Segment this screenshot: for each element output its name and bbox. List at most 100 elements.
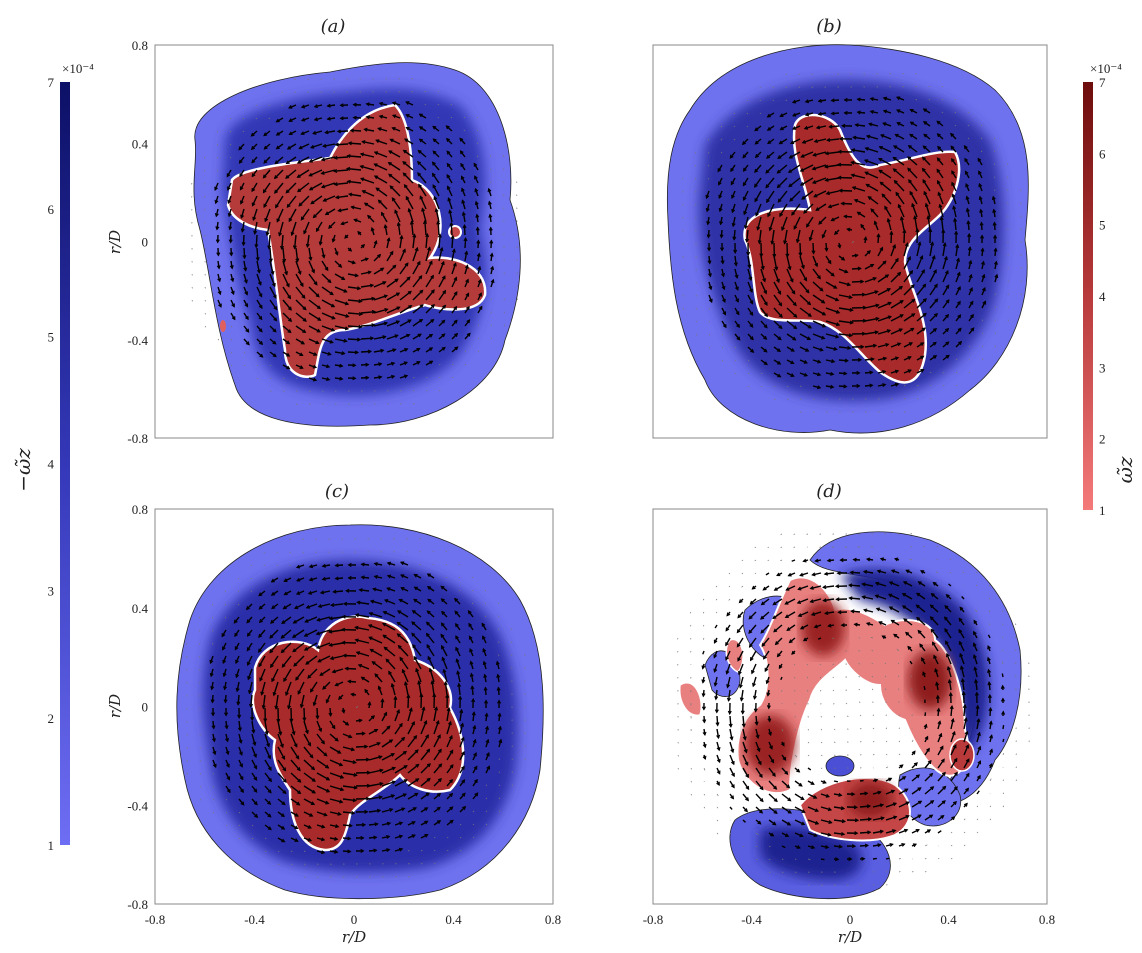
velocity-arrow [789, 151, 801, 159]
velocity-arrow [903, 256, 911, 270]
velocity-arrowhead [822, 585, 827, 590]
velocity-arrow [277, 772, 287, 783]
velocity-arrow [368, 755, 382, 761]
velocity-arrowhead [356, 337, 362, 342]
velocity-arrow [988, 623, 991, 626]
velocity-arrow [484, 687, 487, 696]
velocity-arrowhead [837, 610, 842, 615]
velocity-arrowhead [926, 829, 932, 833]
velocity-arrow [282, 286, 291, 299]
velocity-arrow [438, 363, 441, 366]
velocity-arrow [755, 858, 758, 861]
velocity-arrow [371, 227, 375, 236]
velocity-arrowhead [381, 622, 387, 627]
velocity-arrow [433, 806, 441, 813]
velocity-arrow [419, 564, 422, 566]
velocity-arrow [951, 194, 957, 205]
velocity-arrow [831, 216, 840, 222]
velocity-arrowhead [788, 183, 793, 188]
velocity-arrow [814, 138, 827, 143]
velocity-arrowhead [478, 305, 483, 310]
velocity-arrow [319, 668, 331, 676]
velocity-arrow [838, 385, 847, 388]
velocity-arrow [216, 156, 219, 159]
velocity-arrow [271, 590, 279, 596]
velocity-arrow [755, 715, 758, 725]
velocity-arrow [274, 169, 284, 179]
velocity-arrow [747, 320, 754, 328]
velocity-arrow [464, 363, 467, 366]
velocity-arrowhead [972, 642, 977, 647]
velocity-arrowhead [816, 372, 822, 377]
velocity-arrow [725, 637, 731, 646]
velocity-arrowhead [238, 159, 243, 164]
velocity-arrow [472, 739, 477, 748]
velocity-arrowhead [839, 558, 844, 563]
velocity-arrow [251, 746, 257, 758]
velocity-arrow [290, 850, 293, 852]
velocity-arrow [740, 689, 744, 701]
velocity-arrowhead [426, 573, 431, 578]
velocity-arrow [730, 164, 736, 172]
velocity-arrow [282, 273, 290, 287]
velocity-arrowhead [912, 843, 918, 848]
velocity-arrowhead [428, 333, 434, 338]
velocity-arrowhead [765, 169, 770, 174]
velocity-arrow [937, 192, 944, 205]
velocity-arrowhead [923, 723, 928, 728]
velocity-arrowhead [328, 629, 333, 634]
velocity-arrowhead [393, 695, 398, 700]
velocity-arrow [425, 390, 428, 392]
velocity-arrowhead [339, 363, 344, 368]
velocity-arrow [310, 143, 323, 149]
velocity-arrow [742, 138, 749, 145]
velocity-arrowhead [347, 679, 352, 684]
velocity-arrowhead [814, 558, 819, 563]
velocity-arrowhead [413, 573, 418, 578]
velocity-arrow [412, 247, 419, 262]
velocity-arrow [418, 681, 422, 696]
velocity-arrowhead [337, 695, 343, 701]
velocity-arrowhead [754, 154, 759, 159]
velocity-arrow [397, 633, 409, 644]
velocity-arrowhead [411, 609, 416, 614]
velocity-arrowhead [456, 670, 461, 675]
velocity-arrow [290, 798, 300, 806]
velocity-arrow [975, 609, 978, 613]
velocity-arrow [446, 819, 454, 826]
velocity-arrowhead [972, 654, 977, 659]
velocity-arrow [362, 140, 375, 145]
velocity-arrowhead [824, 247, 829, 252]
velocity-arrowhead [864, 791, 869, 796]
velocity-arrowhead [763, 655, 767, 660]
velocity-arrow [229, 156, 232, 159]
velocity-arrow [866, 183, 879, 192]
velocity-arrow [268, 117, 271, 120]
velocity-arrowhead [882, 96, 888, 101]
velocity-arrow [731, 203, 736, 213]
velocity-arrow [368, 836, 377, 839]
velocity-arrow [419, 113, 427, 119]
velocity-arrow [277, 733, 284, 748]
velocity-arrow [256, 286, 263, 297]
velocity-arrow [968, 371, 971, 374]
velocity-arrowhead [835, 334, 840, 339]
velocity-arrow [911, 739, 914, 743]
velocity-arrowhead [341, 709, 346, 714]
velocity-arrowhead [764, 667, 769, 673]
velocity-arrowhead [357, 230, 362, 235]
velocity-arrow [733, 112, 736, 115]
velocity-arrowhead [758, 809, 764, 814]
velocity-arrow [459, 806, 466, 813]
velocity-arrow [282, 247, 286, 262]
velocity-arrowhead [778, 302, 783, 307]
velocity-arrowhead [937, 720, 942, 725]
velocity-arrow [825, 346, 837, 351]
velocity-arrowhead [274, 705, 279, 710]
velocity-arrowhead [297, 778, 302, 783]
velocity-arrow [420, 820, 428, 826]
velocity-arrowhead [917, 629, 922, 634]
velocity-arrowhead [448, 720, 452, 726]
velocity-arrow [243, 312, 249, 320]
velocity-arrow [246, 616, 253, 624]
